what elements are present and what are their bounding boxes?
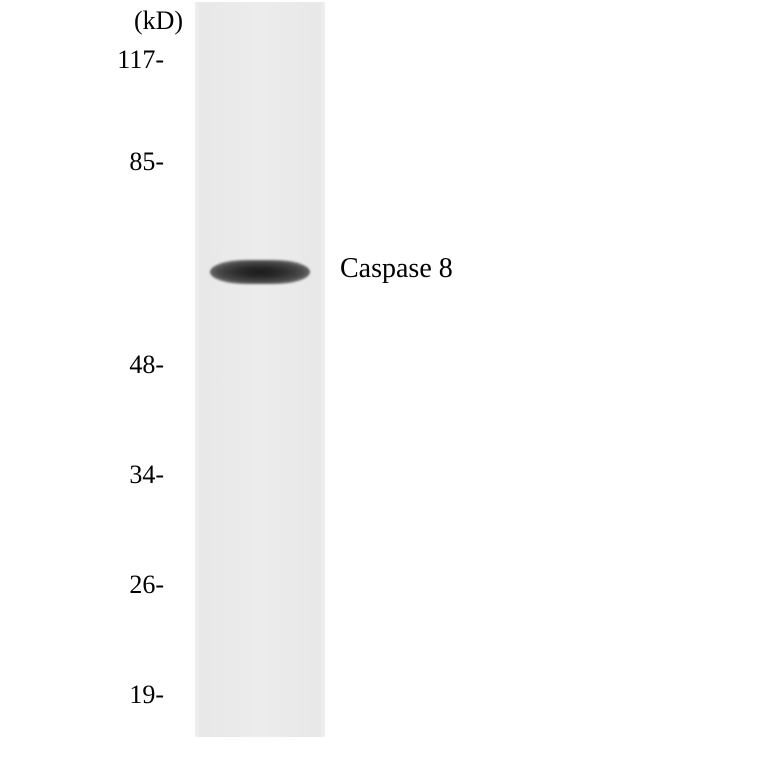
mw-marker-48: 48- bbox=[90, 350, 164, 380]
mw-marker-117: 117- bbox=[90, 45, 164, 75]
blot-lane bbox=[195, 2, 325, 737]
western-blot-figure: (kD) 117- 85- 48- 34- 26- 19- Caspase 8 bbox=[0, 0, 764, 764]
protein-band-caspase8 bbox=[210, 260, 310, 284]
mw-marker-26: 26- bbox=[90, 570, 164, 600]
band-label-caspase8: Caspase 8 bbox=[340, 253, 453, 285]
mw-marker-34: 34- bbox=[90, 460, 164, 490]
mw-marker-19: 19- bbox=[90, 680, 164, 710]
mw-marker-85: 85- bbox=[90, 147, 164, 177]
unit-label: (kD) bbox=[134, 6, 183, 36]
